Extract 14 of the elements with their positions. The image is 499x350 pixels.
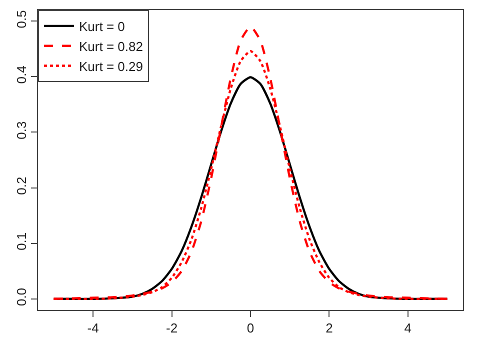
y-tick-label: 0.2 [14,176,29,195]
x-tick-label: 0 [246,320,254,336]
x-tick-label: -4 [87,320,99,336]
legend-label: Kurt = 0.29 [79,58,143,74]
y-tick-label: 0.1 [14,232,29,250]
legend-label: Kurt = 0 [79,19,125,34]
x-tick-label: 2 [326,320,333,336]
y-tick-label: 0.0 [14,288,29,306]
y-tick-label: 0.3 [14,121,29,140]
y-tick-label: 0.5 [14,10,29,28]
x-tick-label: -2 [166,320,178,336]
legend-label: Kurt = 0.82 [79,38,143,54]
y-tick-label: 0.4 [14,66,29,84]
x-tick-label: 4 [404,320,412,336]
